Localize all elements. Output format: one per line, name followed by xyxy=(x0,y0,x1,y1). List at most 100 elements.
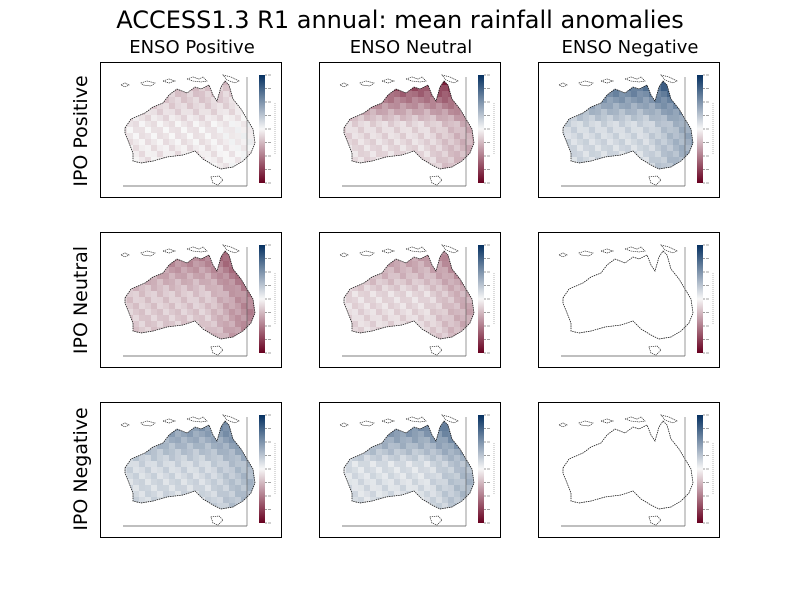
grid-cell xyxy=(352,485,359,492)
grid-cell xyxy=(127,503,134,509)
grid-cell xyxy=(466,81,473,86)
grid-cell xyxy=(169,157,176,164)
grid-cell xyxy=(199,473,206,480)
grid-cell xyxy=(655,169,661,175)
grid-cell xyxy=(394,169,400,175)
grid-cell xyxy=(145,421,152,426)
grid-cell xyxy=(217,157,224,164)
grid-cell xyxy=(133,157,140,164)
grid-cell xyxy=(235,421,242,426)
grid-cell xyxy=(418,81,425,86)
grid-cell xyxy=(424,503,431,509)
grid-cell xyxy=(382,151,389,158)
grid-cell xyxy=(163,127,170,134)
grid-cell xyxy=(127,157,134,164)
grid-cell xyxy=(151,497,158,504)
grid-cell xyxy=(235,497,242,504)
grid-cell xyxy=(376,461,383,468)
grid-cell xyxy=(217,133,224,140)
grid-cell xyxy=(199,109,206,116)
grid-cell xyxy=(235,103,242,110)
grid-cell xyxy=(565,81,572,86)
grid-cell xyxy=(448,309,455,316)
grid-cell xyxy=(211,121,218,128)
grid-cell xyxy=(376,121,383,128)
grid-cell xyxy=(394,461,401,468)
grid-cell xyxy=(181,121,188,128)
grid-cell xyxy=(364,509,370,515)
grid-cell xyxy=(157,85,164,92)
grid-cell xyxy=(370,303,377,310)
colorbar xyxy=(478,245,484,353)
grid-cell xyxy=(364,127,371,134)
grid-cell xyxy=(388,309,395,316)
grid-cell xyxy=(241,267,248,274)
grid-cell xyxy=(145,267,152,274)
grid-cell xyxy=(169,437,176,444)
grid-cell xyxy=(133,115,140,122)
grid-cell xyxy=(145,431,152,438)
grid-cell xyxy=(241,151,248,158)
grid-cell xyxy=(157,139,164,146)
grid-cell xyxy=(448,109,455,116)
grid-cell xyxy=(589,169,595,175)
grid-cell xyxy=(364,421,371,426)
grid-cell xyxy=(344,315,347,322)
grid-cell xyxy=(563,115,566,122)
grid-cell xyxy=(358,151,365,158)
grid-cell xyxy=(151,327,158,334)
grid-cell xyxy=(253,115,255,122)
grid-cell xyxy=(181,315,188,322)
grid-cell xyxy=(436,339,442,345)
grid-cell xyxy=(412,479,419,486)
grid-cell xyxy=(205,485,212,492)
grid-cell xyxy=(589,91,596,98)
grid-cell xyxy=(661,109,668,116)
grid-cell xyxy=(163,139,170,146)
grid-cell xyxy=(667,145,674,152)
grid-cell xyxy=(466,467,473,474)
grid-cell xyxy=(217,81,224,86)
grid-cell xyxy=(370,455,377,462)
grid-cell xyxy=(217,163,224,169)
grid-cell xyxy=(253,127,255,134)
grid-cell xyxy=(193,455,200,462)
grid-cell xyxy=(127,103,134,110)
grid-cell xyxy=(679,121,686,128)
grid-cell xyxy=(370,291,377,298)
grid-cell xyxy=(667,115,674,122)
grid-cell xyxy=(400,449,407,456)
grid-cell xyxy=(241,333,248,339)
grid-cell xyxy=(394,81,401,86)
grid-cell xyxy=(139,479,146,486)
grid-cell xyxy=(649,97,656,104)
grid-cell xyxy=(151,315,158,322)
grid-cell xyxy=(211,291,218,298)
grid-cell xyxy=(430,509,436,515)
grid-cell xyxy=(169,491,176,498)
grid-cell xyxy=(223,85,230,92)
grid-cell xyxy=(442,321,449,328)
grid-cell xyxy=(613,127,620,134)
grid-cell xyxy=(151,163,158,169)
grid-cell xyxy=(571,97,578,104)
grid-cell xyxy=(193,461,200,468)
grid-cell xyxy=(175,97,182,104)
grid-cell xyxy=(199,421,206,426)
grid-cell xyxy=(247,81,254,86)
grid-cell xyxy=(388,279,395,286)
grid-cell xyxy=(211,303,218,310)
grid-cell xyxy=(430,297,437,304)
grid-cell xyxy=(376,473,383,480)
grid-cell xyxy=(253,261,255,268)
grid-cell xyxy=(472,85,474,92)
grid-cell xyxy=(649,163,656,169)
grid-cell xyxy=(133,449,140,456)
grid-cell xyxy=(418,455,425,462)
grid-cell xyxy=(346,127,353,134)
grid-cell xyxy=(667,157,674,164)
grid-cell xyxy=(430,473,437,480)
grid-cell xyxy=(442,425,449,432)
grid-cell xyxy=(181,473,188,480)
grid-cell xyxy=(151,91,158,98)
